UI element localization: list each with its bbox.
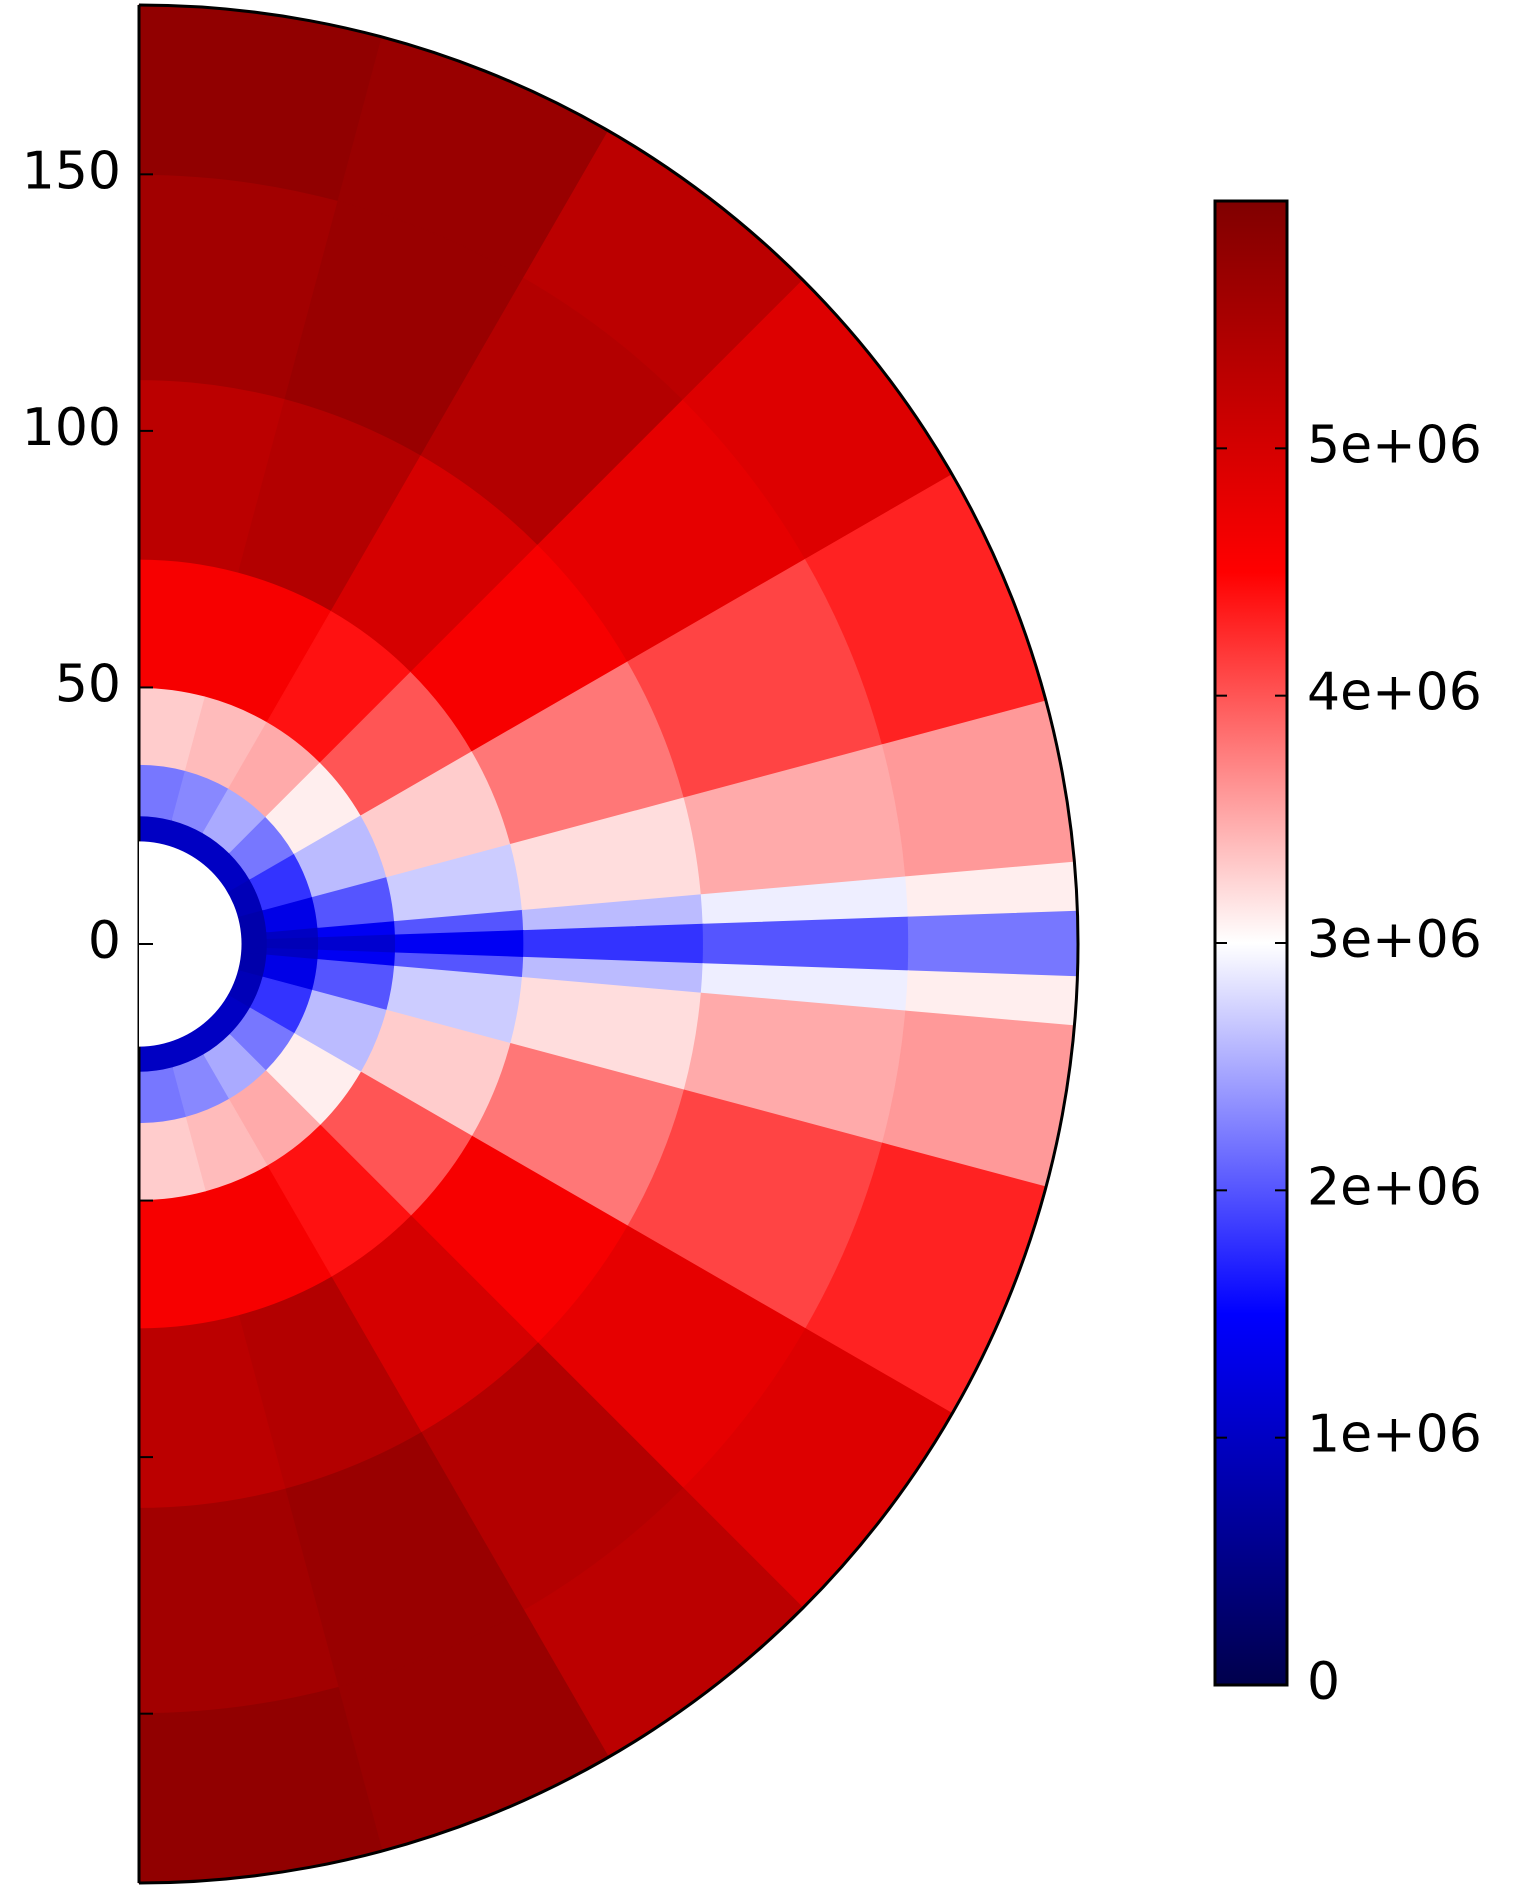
colorbar-tick-label: 3e+06 (1307, 910, 1482, 970)
colorbar-tick-label: 5e+06 (1307, 415, 1482, 475)
colorbar-tick-label: 2e+06 (1307, 1157, 1482, 1217)
colorbar-tick-label: 4e+06 (1307, 663, 1482, 723)
inner-hole (139, 841, 242, 1047)
y-tick-label: 0 (88, 911, 121, 971)
outer-boundary (138, 3, 1080, 1885)
field-cell (138, 1042, 173, 1073)
y-tick-label: 100 (22, 398, 121, 458)
field-cell (702, 916, 910, 972)
colorbar-tick-label: 1e+06 (1307, 1405, 1482, 1465)
field-cell (907, 910, 1079, 978)
colorbar-tick-label: 0 (1307, 1652, 1340, 1712)
field-cell (138, 1686, 383, 1884)
y-tick-label: 50 (55, 654, 121, 714)
field-cell (523, 923, 704, 965)
y-tick-label: 150 (22, 141, 121, 201)
field-cell (241, 939, 268, 949)
